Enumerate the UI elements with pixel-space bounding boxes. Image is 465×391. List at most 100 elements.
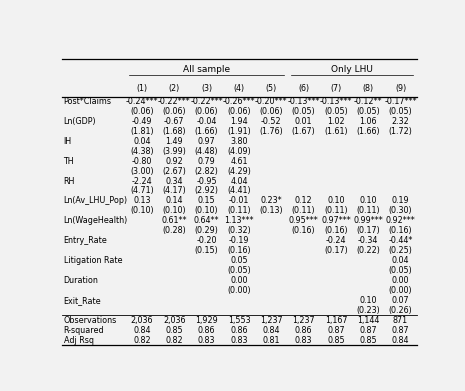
Text: -0.52: -0.52 <box>261 117 282 126</box>
Text: (0.11): (0.11) <box>324 206 348 215</box>
Text: 2,036: 2,036 <box>131 316 153 325</box>
Text: (0.11): (0.11) <box>292 206 315 215</box>
Text: (0.05): (0.05) <box>227 266 251 275</box>
Text: 0.34: 0.34 <box>166 177 183 186</box>
Text: Adj Rsq: Adj Rsq <box>64 335 93 344</box>
Text: 0.83: 0.83 <box>198 335 215 344</box>
Text: Ln(Av_LHU_Pop): Ln(Av_LHU_Pop) <box>64 196 128 205</box>
Text: (0.16): (0.16) <box>227 246 251 255</box>
Text: 0.82: 0.82 <box>166 335 183 344</box>
Text: 4.04: 4.04 <box>230 177 248 186</box>
Text: -0.80: -0.80 <box>132 157 152 166</box>
Text: -0.13***: -0.13*** <box>320 97 352 106</box>
Text: 0.83: 0.83 <box>295 335 312 344</box>
Text: 0.14: 0.14 <box>166 196 183 205</box>
Text: 1,167: 1,167 <box>325 316 347 325</box>
Text: (3.00): (3.00) <box>130 167 154 176</box>
Text: 0.87: 0.87 <box>359 326 377 335</box>
Text: 0.92: 0.92 <box>166 157 183 166</box>
Text: (0.05): (0.05) <box>356 107 380 116</box>
Text: 0.83: 0.83 <box>230 335 248 344</box>
Text: RH: RH <box>64 177 75 186</box>
Text: -2.24: -2.24 <box>132 177 153 186</box>
Text: 1,929: 1,929 <box>195 316 218 325</box>
Text: (3.99): (3.99) <box>162 147 186 156</box>
Text: 0.84: 0.84 <box>392 335 409 344</box>
Text: (4.29): (4.29) <box>227 167 251 176</box>
Text: (4.48): (4.48) <box>195 147 219 156</box>
Text: 0.23*: 0.23* <box>260 196 282 205</box>
Text: 0.61**: 0.61** <box>162 216 187 225</box>
Text: Exit_Rate: Exit_Rate <box>64 296 101 305</box>
Text: (1.91): (1.91) <box>227 127 251 136</box>
Text: Ln(GDP): Ln(GDP) <box>64 117 96 126</box>
Text: Litigation Rate: Litigation Rate <box>64 256 122 265</box>
Text: (0.16): (0.16) <box>389 226 412 235</box>
Text: 0.87: 0.87 <box>392 326 409 335</box>
Text: (4.41): (4.41) <box>227 187 251 196</box>
Text: 0.85: 0.85 <box>166 326 183 335</box>
Text: -0.22***: -0.22*** <box>158 97 191 106</box>
Text: 0.92***: 0.92*** <box>385 216 415 225</box>
Text: (0.23): (0.23) <box>356 306 380 315</box>
Text: (0.10): (0.10) <box>163 206 186 215</box>
Text: Observations: Observations <box>64 316 117 325</box>
Text: (0.32): (0.32) <box>227 226 251 235</box>
Text: (1.72): (1.72) <box>389 127 412 136</box>
Text: Ln(WageHealth): Ln(WageHealth) <box>64 216 128 225</box>
Text: All sample: All sample <box>183 65 230 74</box>
Text: 0.00: 0.00 <box>392 276 409 285</box>
Text: (0.17): (0.17) <box>356 226 380 235</box>
Text: 0.81: 0.81 <box>263 335 280 344</box>
Text: (0.06): (0.06) <box>130 107 154 116</box>
Text: (1.68): (1.68) <box>163 127 186 136</box>
Text: Entry_Rate: Entry_Rate <box>64 236 107 245</box>
Text: 0.79: 0.79 <box>198 157 216 166</box>
Text: -0.20: -0.20 <box>196 236 217 245</box>
Text: -0.04: -0.04 <box>197 117 217 126</box>
Text: 1,553: 1,553 <box>228 316 250 325</box>
Text: 1.13***: 1.13*** <box>224 216 254 225</box>
Text: 1.94: 1.94 <box>230 117 248 126</box>
Text: 0.99***: 0.99*** <box>353 216 383 225</box>
Text: -0.17***: -0.17*** <box>384 97 417 106</box>
Text: 0.86: 0.86 <box>230 326 248 335</box>
Text: (2.67): (2.67) <box>162 167 186 176</box>
Text: (4.71): (4.71) <box>130 187 154 196</box>
Text: (0.26): (0.26) <box>389 306 412 315</box>
Text: 1,237: 1,237 <box>292 316 315 325</box>
Text: (0.29): (0.29) <box>195 226 219 235</box>
Text: (1.76): (1.76) <box>259 127 283 136</box>
Text: (1.66): (1.66) <box>195 127 219 136</box>
Text: (4.17): (4.17) <box>162 187 186 196</box>
Text: (0.16): (0.16) <box>324 226 348 235</box>
Text: (0.06): (0.06) <box>195 107 219 116</box>
Text: (0.05): (0.05) <box>292 107 315 116</box>
Text: 0.05: 0.05 <box>230 256 248 265</box>
Text: -0.22***: -0.22*** <box>190 97 223 106</box>
Text: 871: 871 <box>393 316 408 325</box>
Text: 0.84: 0.84 <box>133 326 151 335</box>
Text: 0.85: 0.85 <box>327 335 345 344</box>
Text: -0.49: -0.49 <box>132 117 152 126</box>
Text: Only LHU: Only LHU <box>331 65 373 74</box>
Text: 0.00: 0.00 <box>230 276 248 285</box>
Text: (0.11): (0.11) <box>227 206 251 215</box>
Text: Post*Claims: Post*Claims <box>64 97 112 106</box>
Text: (0.10): (0.10) <box>195 206 219 215</box>
Text: (1): (1) <box>136 84 147 93</box>
Text: (7): (7) <box>330 84 341 93</box>
Text: 0.01: 0.01 <box>295 117 312 126</box>
Text: 2.32: 2.32 <box>392 117 409 126</box>
Text: 0.86: 0.86 <box>198 326 215 335</box>
Text: (0.10): (0.10) <box>130 206 154 215</box>
Text: (0.00): (0.00) <box>227 286 251 295</box>
Text: (0.06): (0.06) <box>163 107 186 116</box>
Text: (5): (5) <box>266 84 277 93</box>
Text: -0.26***: -0.26*** <box>223 97 255 106</box>
Text: 0.04: 0.04 <box>392 256 409 265</box>
Text: (2.92): (2.92) <box>195 187 219 196</box>
Text: (1.67): (1.67) <box>292 127 315 136</box>
Text: 0.82: 0.82 <box>133 335 151 344</box>
Text: 1,144: 1,144 <box>357 316 379 325</box>
